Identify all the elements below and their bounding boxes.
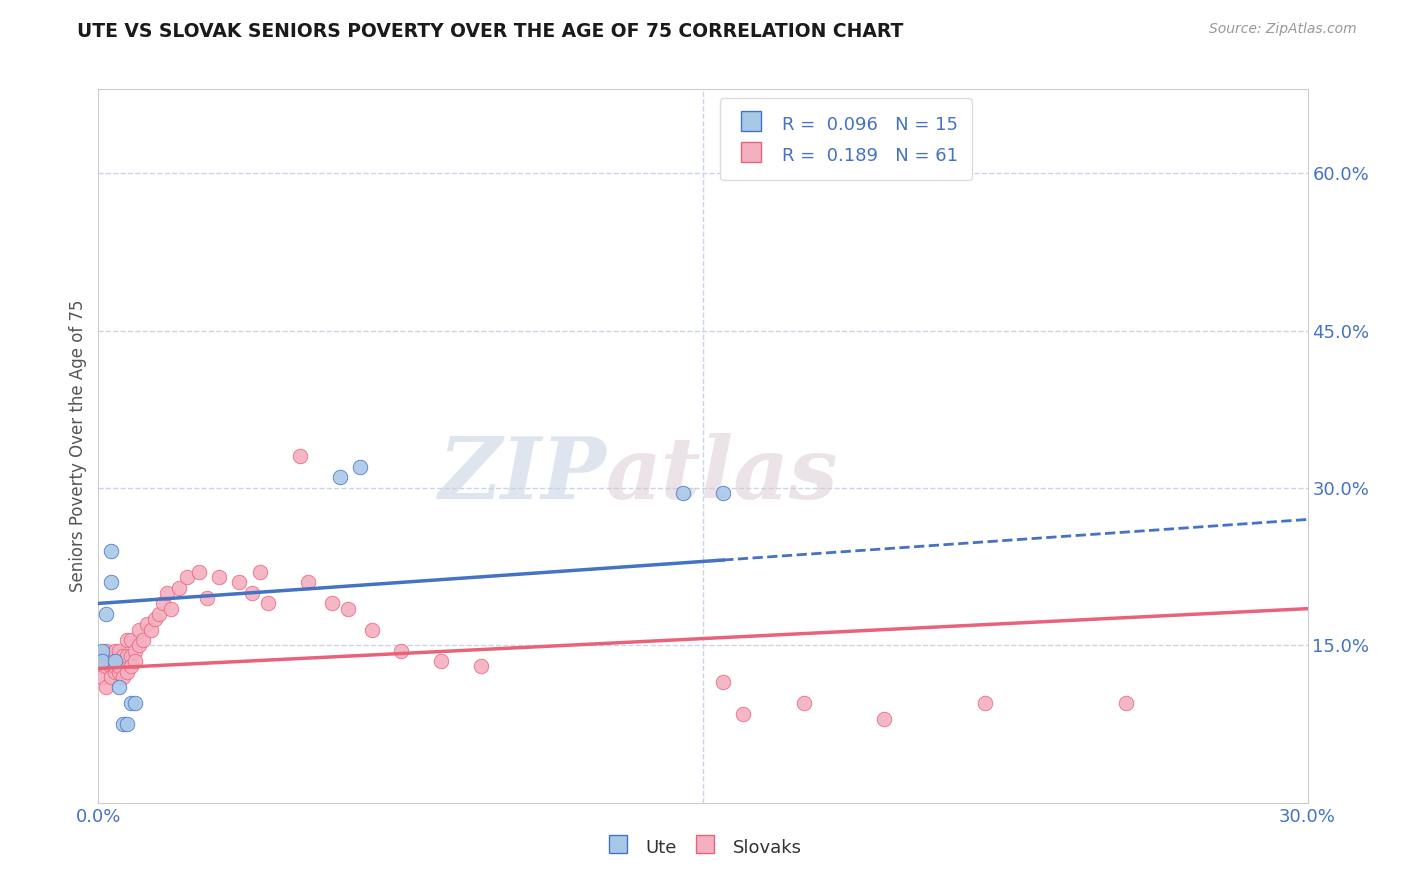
Point — [115, 665, 138, 679]
Point — [91, 643, 114, 657]
Point — [100, 575, 122, 590]
Point — [96, 607, 118, 621]
Point — [672, 486, 695, 500]
Point — [100, 544, 122, 558]
Point — [389, 643, 412, 657]
Point — [337, 601, 360, 615]
Point — [111, 717, 134, 731]
Point — [96, 681, 118, 695]
Point — [143, 612, 166, 626]
Point — [107, 643, 129, 657]
Text: Source: ZipAtlas.com: Source: ZipAtlas.com — [1209, 22, 1357, 37]
Point — [120, 696, 142, 710]
Point — [107, 681, 129, 695]
Point — [107, 648, 129, 663]
Y-axis label: Seniors Poverty Over the Age of 75: Seniors Poverty Over the Age of 75 — [69, 300, 87, 592]
Point — [100, 648, 122, 663]
Point — [103, 659, 125, 673]
Point — [361, 623, 384, 637]
Point — [111, 648, 134, 663]
Point — [91, 648, 114, 663]
Point — [240, 586, 263, 600]
Point — [115, 648, 138, 663]
Point — [120, 648, 142, 663]
Point — [96, 659, 118, 673]
Point — [156, 586, 179, 600]
Point — [793, 696, 815, 710]
Point — [91, 659, 114, 673]
Point — [160, 601, 183, 615]
Point — [167, 581, 190, 595]
Point — [128, 639, 150, 653]
Point — [711, 675, 734, 690]
Point — [91, 654, 114, 668]
Point — [148, 607, 170, 621]
Point — [124, 654, 146, 668]
Point — [115, 633, 138, 648]
Point — [974, 696, 997, 710]
Text: atlas: atlas — [606, 433, 839, 516]
Point — [107, 659, 129, 673]
Point — [329, 470, 352, 484]
Point — [470, 659, 492, 673]
Point — [195, 591, 218, 606]
Point — [96, 643, 118, 657]
Point — [176, 570, 198, 584]
Point — [139, 623, 162, 637]
Point — [1115, 696, 1137, 710]
Point — [124, 696, 146, 710]
Point — [135, 617, 157, 632]
Point — [124, 643, 146, 657]
Point — [111, 654, 134, 668]
Point — [103, 643, 125, 657]
Point — [103, 654, 125, 668]
Point — [430, 654, 453, 668]
Point — [297, 575, 319, 590]
Point — [128, 623, 150, 637]
Point — [873, 712, 896, 726]
Point — [321, 596, 343, 610]
Point — [288, 450, 311, 464]
Point — [115, 717, 138, 731]
Point — [132, 633, 155, 648]
Point — [115, 654, 138, 668]
Point — [120, 659, 142, 673]
Point — [152, 596, 174, 610]
Point — [249, 565, 271, 579]
Legend: Ute, Slovaks: Ute, Slovaks — [596, 829, 810, 865]
Point — [91, 670, 114, 684]
Point — [733, 706, 755, 721]
Point — [120, 633, 142, 648]
Point — [256, 596, 278, 610]
Point — [100, 670, 122, 684]
Point — [349, 460, 371, 475]
Point — [111, 670, 134, 684]
Point — [188, 565, 211, 579]
Point — [208, 570, 231, 584]
Point — [228, 575, 250, 590]
Point — [107, 665, 129, 679]
Point — [103, 665, 125, 679]
Text: ZIP: ZIP — [439, 433, 606, 516]
Point — [711, 486, 734, 500]
Text: UTE VS SLOVAK SENIORS POVERTY OVER THE AGE OF 75 CORRELATION CHART: UTE VS SLOVAK SENIORS POVERTY OVER THE A… — [77, 22, 904, 41]
Point — [100, 659, 122, 673]
